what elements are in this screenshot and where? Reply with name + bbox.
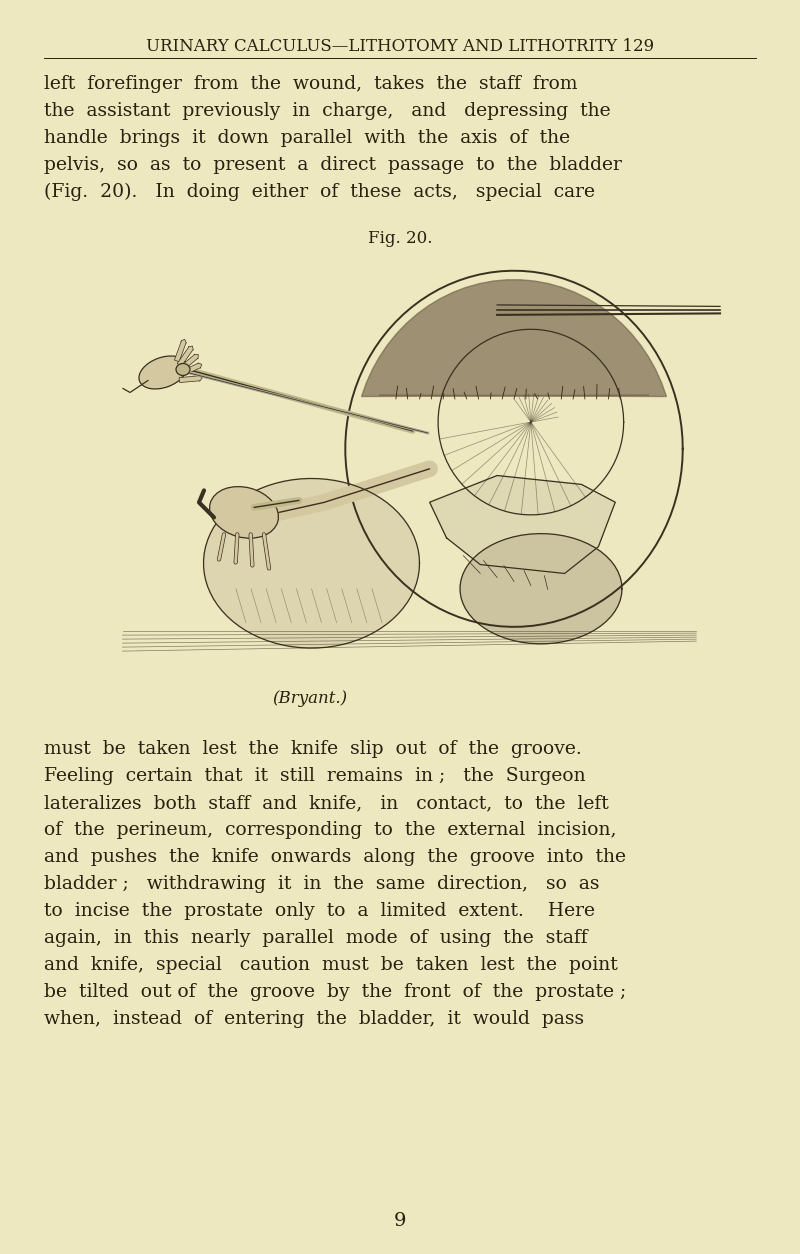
Text: of  the  perineum,  corresponding  to  the  external  incision,: of the perineum, corresponding to the ex… bbox=[44, 821, 617, 839]
FancyArrow shape bbox=[179, 354, 198, 371]
Polygon shape bbox=[430, 475, 615, 573]
Text: (Fig.  20).   In  doing  either  of  these  acts,   special  care: (Fig. 20). In doing either of these acts… bbox=[44, 183, 595, 201]
Text: again,  in  this  nearly  parallel  mode  of  using  the  staff: again, in this nearly parallel mode of u… bbox=[44, 929, 588, 947]
Text: be  tilted  out of  the  groove  by  the  front  of  the  prostate ;: be tilted out of the groove by the front… bbox=[44, 983, 626, 1001]
Text: bladder ;   withdrawing  it  in  the  same  direction,   so  as: bladder ; withdrawing it in the same dir… bbox=[44, 875, 599, 893]
Polygon shape bbox=[362, 280, 666, 396]
Text: the  assistant  previously  in  charge,   and   depressing  the: the assistant previously in charge, and … bbox=[44, 102, 610, 120]
Polygon shape bbox=[203, 479, 419, 648]
Text: (Bryant.): (Bryant.) bbox=[273, 690, 347, 707]
Text: pelvis,  so  as  to  present  a  direct  passage  to  the  bladder: pelvis, so as to present a direct passag… bbox=[44, 155, 622, 174]
FancyArrow shape bbox=[174, 340, 186, 361]
Text: handle  brings  it  down  parallel  with  the  axis  of  the: handle brings it down parallel with the … bbox=[44, 129, 570, 147]
Ellipse shape bbox=[176, 364, 190, 375]
FancyBboxPatch shape bbox=[55, 258, 730, 682]
Ellipse shape bbox=[210, 487, 278, 538]
Text: Fig. 20.: Fig. 20. bbox=[368, 229, 432, 247]
Text: when,  instead  of  entering  the  bladder,  it  would  pass: when, instead of entering the bladder, i… bbox=[44, 1009, 584, 1028]
Polygon shape bbox=[460, 534, 622, 643]
Text: Feeling  certain  that  it  still  remains  in ;   the  Surgeon: Feeling certain that it still remains in… bbox=[44, 767, 586, 785]
FancyArrow shape bbox=[180, 362, 202, 376]
Text: and  pushes  the  knife  onwards  along  the  groove  into  the: and pushes the knife onwards along the g… bbox=[44, 848, 626, 867]
Ellipse shape bbox=[139, 356, 187, 389]
Text: URINARY CALCULUS—LITHOTOMY AND LITHOTRITY 129: URINARY CALCULUS—LITHOTOMY AND LITHOTRIT… bbox=[146, 38, 654, 55]
Text: and  knife,  special   caution  must  be  taken  lest  the  point: and knife, special caution must be taken… bbox=[44, 956, 618, 974]
Text: left  forefinger  from  the  wound,  takes  the  staff  from: left forefinger from the wound, takes th… bbox=[44, 75, 578, 93]
Text: lateralizes  both  staff  and  knife,   in   contact,  to  the  left: lateralizes both staff and knife, in con… bbox=[44, 794, 609, 813]
FancyArrow shape bbox=[179, 375, 202, 382]
Text: to  incise  the  prostate  only  to  a  limited  extent.    Here: to incise the prostate only to a limited… bbox=[44, 902, 595, 920]
Text: 9: 9 bbox=[394, 1213, 406, 1230]
FancyArrow shape bbox=[178, 346, 194, 366]
Text: must  be  taken  lest  the  knife  slip  out  of  the  groove.: must be taken lest the knife slip out of… bbox=[44, 740, 582, 757]
